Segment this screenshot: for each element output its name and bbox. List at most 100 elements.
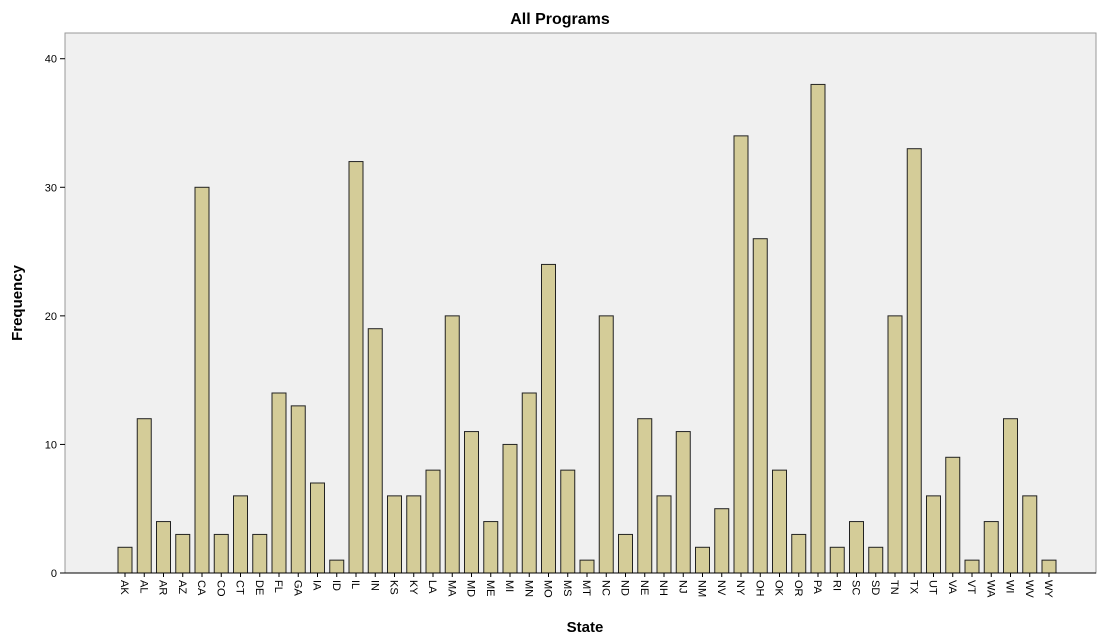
y-tick-label: 0	[51, 568, 57, 580]
bar-nd	[618, 533, 633, 574]
x-tick-label: MI	[503, 580, 515, 592]
y-axis-label: Frequency	[9, 264, 26, 341]
bar-md	[464, 431, 479, 574]
bar-va	[945, 456, 961, 574]
bar-sd	[868, 546, 884, 574]
plot-area	[64, 32, 1097, 574]
x-tick-label: MD	[465, 580, 477, 597]
bar-in	[367, 328, 383, 574]
x-tick-label: WA	[984, 580, 996, 598]
bar-ar	[156, 521, 171, 574]
x-tick-label: MN	[522, 580, 534, 597]
bar-ca	[194, 186, 210, 574]
bar-nh	[656, 495, 672, 574]
x-tick-label: GA	[291, 580, 303, 597]
bar-mo	[541, 263, 556, 574]
bar-al	[136, 418, 152, 574]
bar-fl	[271, 392, 287, 574]
bar-ma	[444, 315, 460, 574]
bar-az	[175, 533, 191, 574]
bar-ny	[733, 135, 749, 574]
x-tick-label: KS	[388, 580, 400, 595]
x-tick-label: NC	[599, 580, 611, 596]
x-tick-label: NV	[715, 580, 727, 596]
bar-vt	[964, 559, 980, 574]
x-tick-label: VT	[965, 580, 977, 594]
bar-ak	[117, 546, 133, 574]
x-tick-label: MO	[542, 580, 554, 598]
x-tick-label: AR	[157, 580, 169, 595]
bar-wi	[1003, 418, 1018, 574]
y-tick-label: 20	[45, 311, 57, 323]
x-tick-label: ME	[484, 580, 496, 597]
x-tick-label: IL	[349, 580, 361, 589]
bar-oh	[752, 238, 768, 574]
bar-nj	[675, 431, 691, 574]
x-tick-label: NY	[734, 580, 746, 596]
bar-wa	[983, 521, 999, 574]
bar-ga	[290, 405, 306, 574]
bar-sc	[849, 521, 864, 574]
bar-nc	[598, 315, 614, 574]
x-tick-label: AL	[137, 580, 149, 593]
bar-ms	[560, 469, 576, 574]
bar-ok	[772, 469, 787, 574]
bar-tx	[906, 148, 922, 574]
x-axis: AK AL AR AZ CA CO CT DE FL GA IA ID IL IN KS KY LA MA MD ME…	[65, 572, 1096, 598]
x-tick-label: OK	[773, 580, 785, 597]
bar-ky	[406, 495, 422, 574]
bar-tn	[887, 315, 903, 574]
x-tick-label: NH	[657, 580, 669, 596]
x-tick-label: RI	[830, 580, 842, 591]
bar-pa	[810, 83, 826, 574]
y-tick-label: 30	[45, 182, 57, 194]
bar-ia	[310, 482, 325, 574]
x-tick-label: TX	[907, 580, 919, 595]
x-tick-label: IA	[311, 580, 323, 591]
bar-ri	[829, 546, 845, 574]
x-tick-label: ND	[619, 580, 631, 596]
bar-ks	[387, 495, 402, 574]
bar-co	[213, 533, 229, 574]
x-tick-label: KY	[407, 580, 419, 595]
bar-nm	[695, 546, 710, 574]
x-tick-label: ID	[330, 580, 342, 591]
x-tick-label: PA	[811, 580, 823, 595]
bar-wy	[1041, 559, 1057, 574]
x-tick-label: AK	[118, 580, 130, 595]
bar-mt	[579, 559, 595, 574]
x-tick-label: CO	[214, 580, 226, 597]
y-tick-label: 10	[45, 439, 57, 451]
x-tick-label: WY	[1042, 580, 1054, 598]
chart-title: All Programs	[510, 11, 610, 28]
bar-me	[483, 521, 499, 574]
bar-or	[791, 533, 807, 574]
x-tick-label: FL	[272, 580, 284, 593]
bar-ut	[926, 495, 941, 574]
bar-ct	[233, 495, 248, 574]
bar-ne	[637, 418, 653, 574]
bar-wv	[1022, 495, 1038, 574]
x-tick-label: SD	[869, 580, 881, 595]
x-tick-label: CT	[234, 580, 246, 595]
x-tick-label: LA	[426, 580, 438, 594]
bar-mi	[502, 443, 518, 574]
x-tick-label: UT	[927, 580, 939, 595]
x-tick-label: WI	[1004, 580, 1016, 593]
bar-mn	[521, 392, 537, 574]
x-tick-label: SC	[850, 580, 862, 595]
x-tick-label: OH	[753, 580, 765, 597]
bar-la	[425, 469, 441, 574]
x-tick-label: IN	[368, 580, 380, 591]
bar-id	[329, 559, 345, 574]
x-tick-label: DE	[253, 580, 265, 595]
x-tick-label: MT	[580, 580, 592, 596]
bar-de	[252, 533, 268, 574]
x-axis-label: State	[567, 619, 604, 636]
x-tick-label: MA	[445, 580, 457, 597]
bar-il	[348, 161, 364, 574]
y-tick-label: 40	[45, 54, 57, 66]
x-tick-label: NM	[696, 580, 708, 597]
x-tick-label: MS	[561, 580, 573, 597]
